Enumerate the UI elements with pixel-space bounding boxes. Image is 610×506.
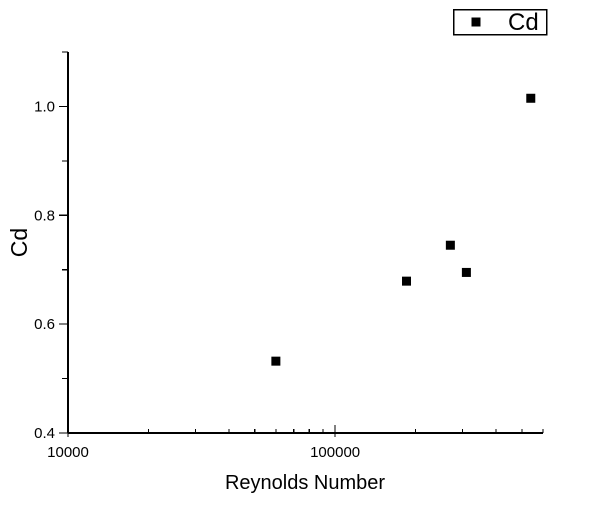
x-axis-title: Reynolds Number <box>225 472 385 494</box>
y-tick-label: 0.4 <box>34 425 55 442</box>
y-axis-title: Cd <box>6 228 32 257</box>
y-tick-label: 0.8 <box>34 207 55 224</box>
data-point-marker <box>402 276 412 286</box>
y-tick-label: 1.0 <box>34 98 55 115</box>
x-axis-ticks <box>67 425 544 437</box>
y-axis-tick-labels: 0.4 0.6 0.8 1.0 <box>34 98 55 442</box>
legend-label: Cd <box>508 9 539 36</box>
x-tick-label: 100000 <box>310 444 360 461</box>
y-tick-label: 0.6 <box>34 316 55 333</box>
data-points <box>271 93 536 366</box>
data-point-marker <box>445 240 455 250</box>
legend-box <box>452 8 548 36</box>
y-axis-ticks <box>59 51 68 434</box>
legend-marker-icon <box>471 17 481 27</box>
data-point-marker <box>271 356 281 366</box>
data-point-marker <box>461 267 471 277</box>
data-point-marker <box>526 93 536 103</box>
x-axis: 10000 100000 Reynolds Number <box>47 425 544 494</box>
x-axis-tick-labels: 10000 100000 <box>47 444 360 461</box>
legend: Cd <box>452 8 548 36</box>
y-axis: 0.4 0.6 0.8 1.0 Cd <box>6 51 69 442</box>
x-tick-label: 10000 <box>47 444 89 461</box>
